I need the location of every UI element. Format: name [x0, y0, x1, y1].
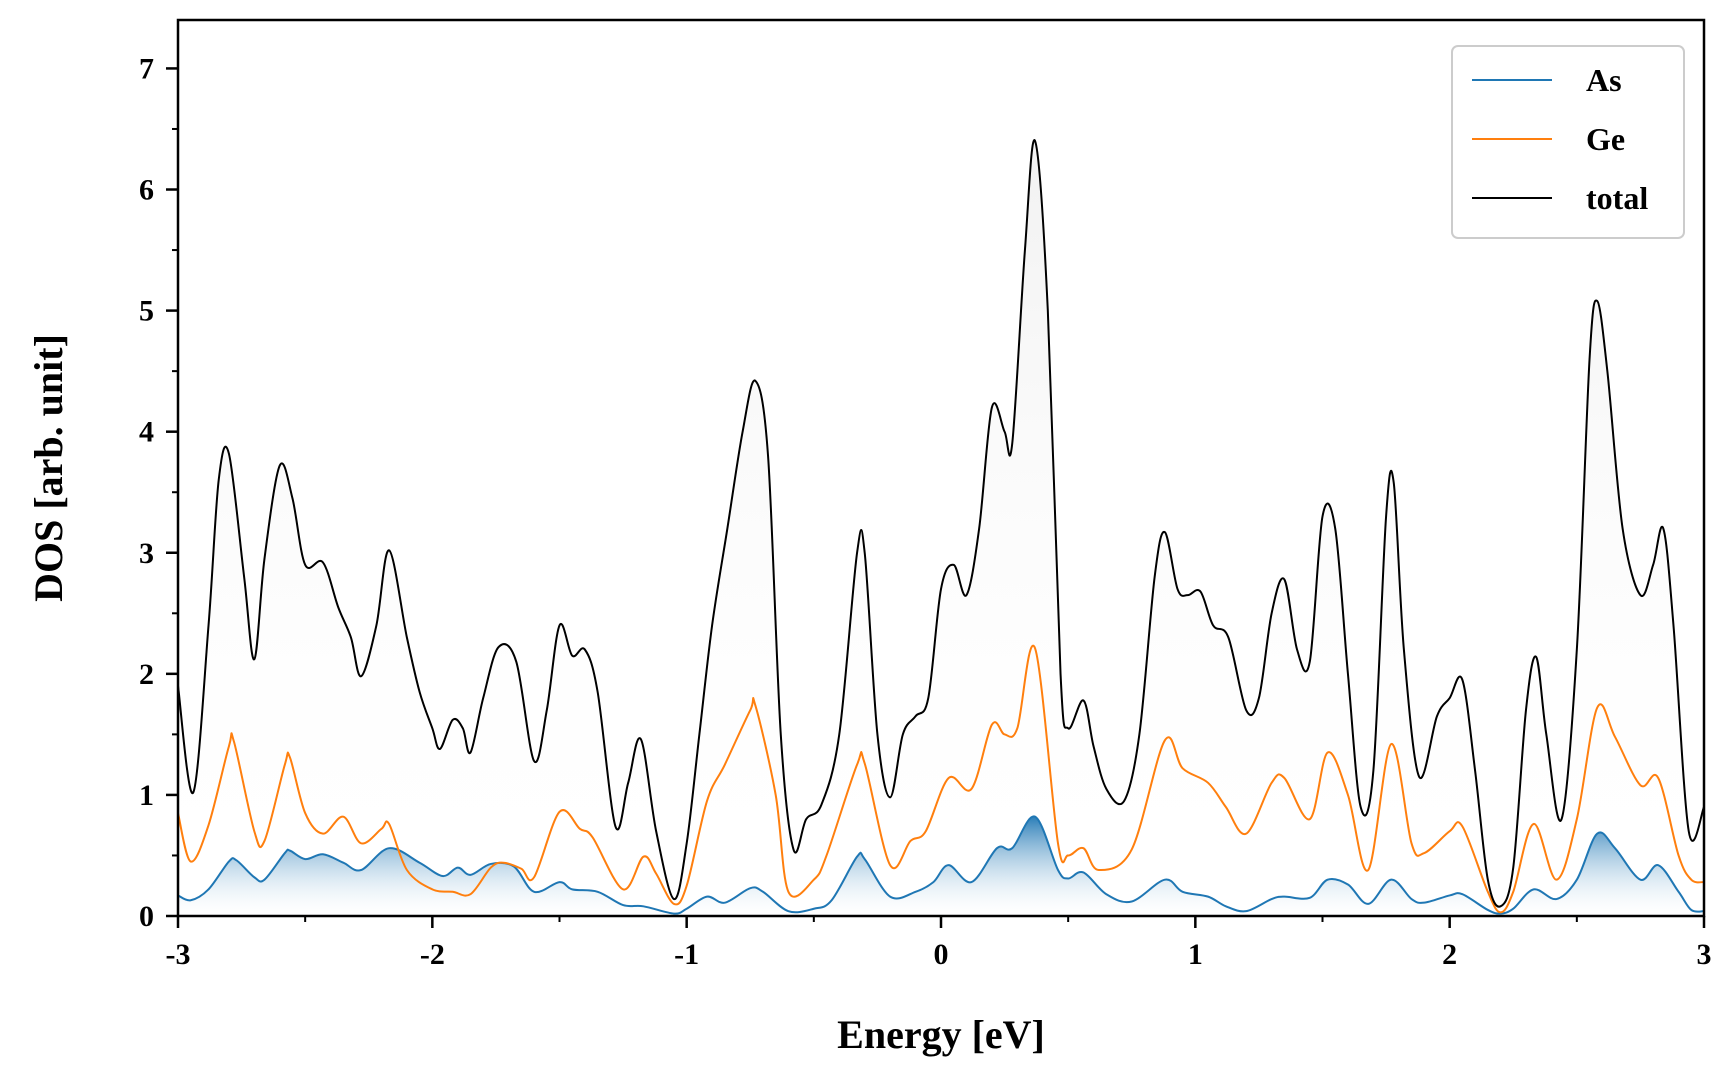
- area-fills: [178, 140, 1704, 916]
- legend: As Ge total: [1451, 45, 1685, 239]
- x-tick-label: -3: [166, 938, 191, 971]
- y-axis: 0 1 2 3 4 5 6 7: [139, 52, 178, 933]
- x-tick-label: 3: [1697, 938, 1712, 971]
- y-axis-title: DOS [arb. unit]: [26, 334, 71, 602]
- x-tick-label: 0: [934, 938, 949, 971]
- series-lines: [178, 139, 1704, 915]
- y-tick-label: 1: [139, 779, 154, 812]
- area-fill-total: [178, 140, 1704, 916]
- x-tick-label: -2: [420, 938, 445, 971]
- legend-label-total: total: [1586, 180, 1648, 216]
- x-tick-label: -1: [674, 938, 699, 971]
- x-axis-title: Energy [eV]: [837, 1012, 1045, 1057]
- series-line-total: [178, 139, 1704, 908]
- y-tick-label: 7: [139, 52, 154, 85]
- legend-label-as: As: [1586, 62, 1622, 98]
- y-tick-label: 0: [139, 900, 154, 933]
- x-axis: -3 -2 -1 0 1 2 3: [166, 916, 1712, 971]
- x-tick-label: 1: [1188, 938, 1203, 971]
- area-fill-as: [178, 816, 1704, 916]
- y-tick-label: 3: [139, 537, 154, 570]
- legend-label-ge: Ge: [1586, 121, 1625, 157]
- y-tick-label: 6: [139, 174, 154, 207]
- y-tick-label: 4: [139, 416, 154, 449]
- y-tick-label: 2: [139, 658, 154, 691]
- y-tick-label: 5: [139, 295, 154, 328]
- series-line-as: [178, 815, 1704, 915]
- series-line-ge: [178, 644, 1704, 914]
- x-tick-label: 2: [1442, 938, 1457, 971]
- legend-frame: [1451, 45, 1685, 239]
